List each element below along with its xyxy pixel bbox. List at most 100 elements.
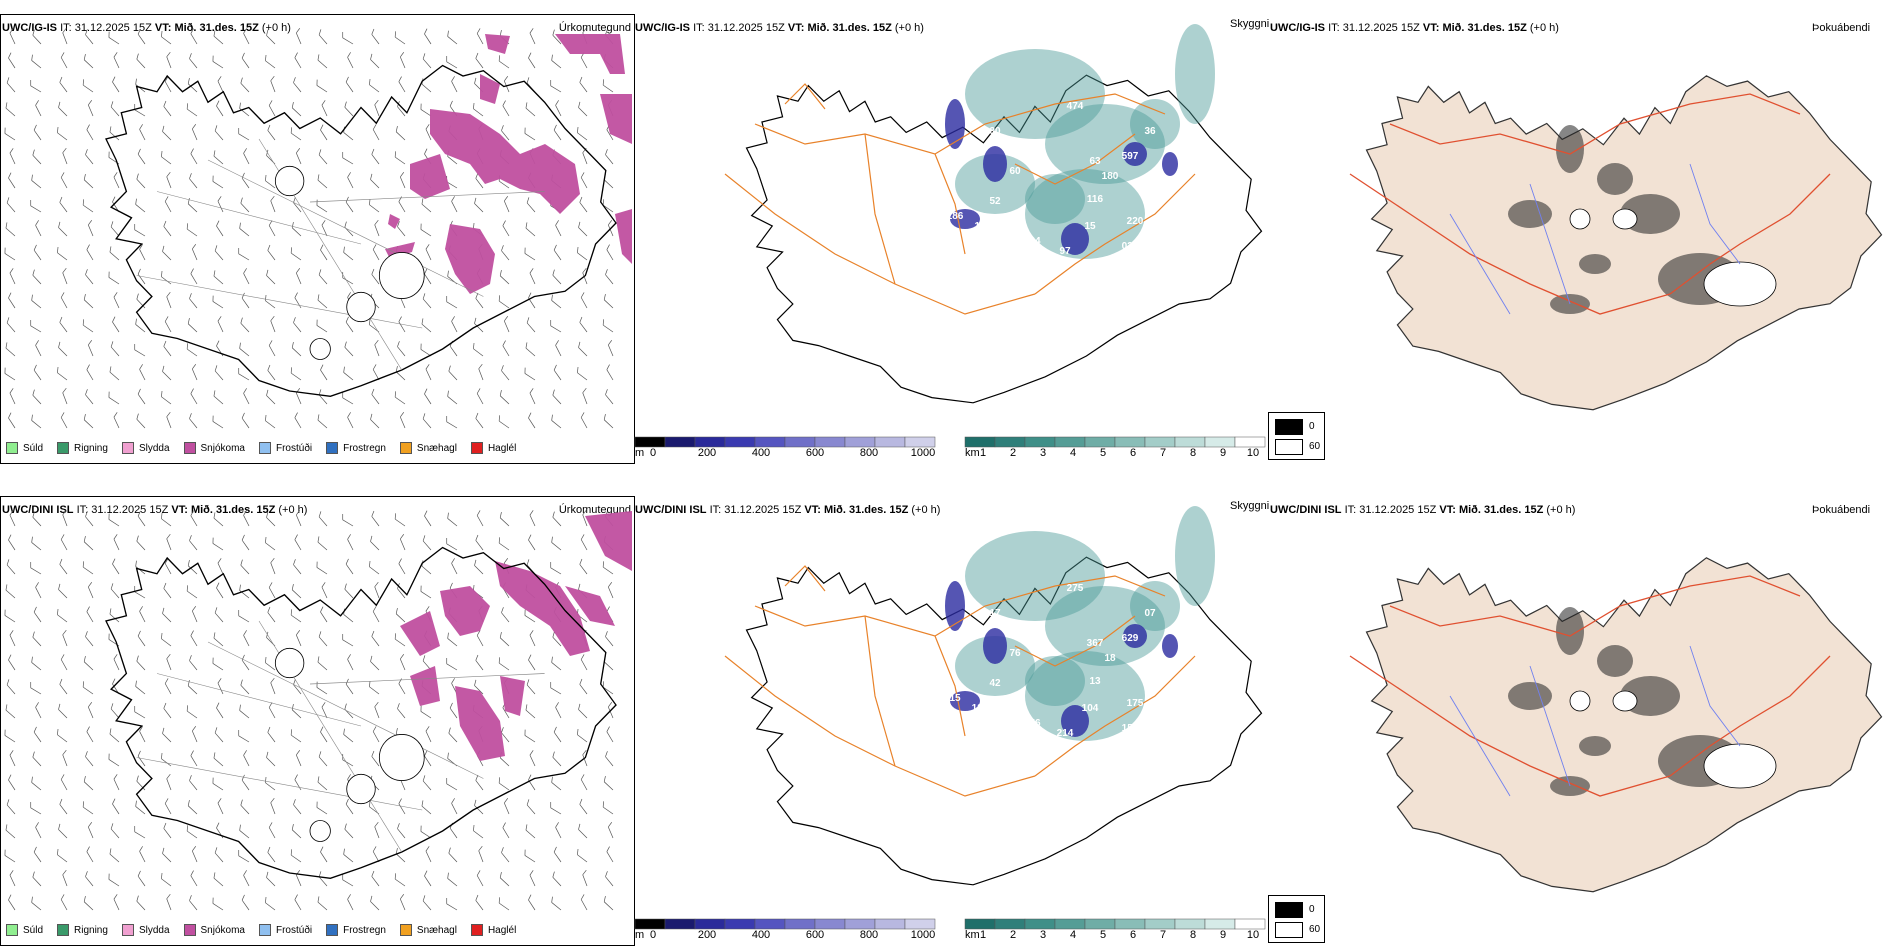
wind-barb (447, 30, 458, 45)
wind-barb (524, 849, 536, 863)
wind-barb (295, 148, 302, 165)
wind-barb (32, 511, 42, 527)
wind-barb (135, 318, 146, 333)
wind-barb (293, 799, 302, 815)
colorbar-tick: 2 (1009, 447, 1017, 459)
wind-barb (85, 389, 94, 405)
visibility-value-label: 597 (1122, 151, 1139, 162)
wind-barb (108, 391, 120, 405)
wind-barb (321, 220, 328, 237)
legend-label: Frostúði (275, 924, 313, 936)
colorbar-segment (994, 918, 1026, 930)
wind-barb (526, 197, 536, 213)
wind-barb (578, 823, 588, 839)
legend-item: Haglél (470, 924, 516, 936)
wind-barb (58, 703, 68, 719)
wind-barb (241, 292, 250, 309)
wind-barb (243, 268, 250, 285)
colorbar-segment (754, 436, 786, 448)
wind-barb (347, 654, 354, 671)
wind-barb (267, 244, 276, 261)
wind-barb (370, 655, 380, 671)
wind-barb (112, 76, 120, 93)
wind-barb (134, 223, 146, 237)
wind-barb (191, 606, 198, 623)
wind-barb (448, 365, 458, 381)
wind-barb (60, 774, 68, 791)
wind-barb (501, 245, 510, 261)
wind-barb (166, 653, 172, 671)
wind-barb (32, 389, 42, 405)
wind-barb (447, 872, 458, 887)
wind-barb (451, 558, 458, 575)
legend-label: Súld (23, 924, 44, 936)
legend-item: Snæhagl (399, 442, 457, 454)
wind-barb (371, 268, 380, 285)
wind-barb (499, 872, 510, 887)
wind-barb (498, 415, 510, 429)
visibility-value-label: 60 (1009, 166, 1021, 177)
it-label: IT: (76, 504, 89, 516)
wind-barb (293, 559, 302, 575)
wind-barb (266, 269, 276, 285)
wind-barb (87, 220, 94, 237)
legend-item: Frostregn (326, 442, 386, 454)
wind-barb (213, 872, 224, 887)
colorbar-tick: 1 (979, 447, 987, 459)
colorbar-segment (1204, 436, 1236, 448)
iceland-coastline (105, 64, 617, 397)
wind-barb (161, 270, 172, 285)
wind-barb (316, 319, 328, 333)
wind-barb (62, 629, 68, 647)
wind-barb (238, 367, 250, 381)
wind-barb (577, 366, 588, 381)
wind-barb (9, 148, 16, 165)
wind-barb (6, 799, 16, 815)
wind-barb (605, 389, 614, 405)
legend-swatch (399, 442, 412, 454)
wind-barb (345, 558, 354, 575)
wind-barb (344, 341, 354, 357)
wind-barb (268, 340, 276, 357)
wind-barb (241, 412, 250, 429)
colorbar-segment (874, 436, 906, 448)
wind-barb (291, 342, 302, 357)
wind-barb (528, 534, 536, 551)
wind-barb (317, 174, 328, 189)
wind-barb (605, 269, 614, 285)
wind-barb (108, 753, 120, 767)
colorbar-segment (904, 918, 936, 930)
wind-barb (528, 52, 536, 69)
wind-barb (579, 558, 588, 575)
wind-barb (109, 728, 120, 743)
wind-barb (166, 411, 172, 429)
wind-barb (110, 341, 120, 357)
wind-barb (136, 293, 146, 309)
wind-barb (59, 558, 68, 575)
vt-label: VT: (171, 504, 188, 516)
visibility-value-label: 156 (1122, 723, 1139, 734)
precip-map (0, 14, 635, 464)
wind-barb (57, 728, 68, 743)
colorbar-tick: 600 (805, 447, 825, 459)
colorbar-tick: 5 (1099, 929, 1107, 941)
wind-barb (318, 751, 328, 767)
wind-barb (474, 679, 484, 695)
wind-barb (342, 151, 354, 165)
wind-barb (582, 387, 588, 405)
wind-barb (212, 295, 224, 309)
wind-barb (422, 895, 432, 911)
wind-barb (186, 103, 198, 117)
colorbar-tick: 0 (649, 929, 657, 941)
colorbar-segment (1114, 918, 1146, 930)
wind-barb (578, 101, 588, 117)
wind-barb (8, 654, 16, 671)
wind-barb (265, 536, 276, 551)
wind-barb (162, 607, 172, 623)
wind-barb (290, 729, 302, 743)
legend-item: Frostúði (258, 924, 313, 936)
wind-barb (529, 388, 536, 405)
wind-barb (110, 221, 120, 237)
wind-barb (9, 750, 16, 767)
wind-barb (424, 870, 432, 887)
